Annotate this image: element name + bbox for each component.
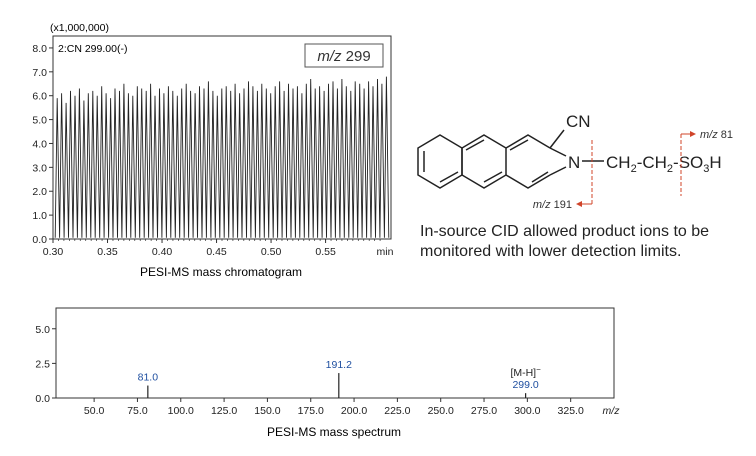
chromatogram-channel-label: 2:CN 299.00(-) (58, 43, 127, 55)
chromatogram-x-tick-label: 0.55 (315, 246, 336, 258)
chromatogram-y-tick-label: 0.0 (32, 234, 47, 246)
spectrum-peak-label: 299.0 (512, 379, 538, 391)
chromatogram-title: PESI-MS mass chromatogram (140, 265, 302, 279)
chromatogram-y-axis: 0.0 1.0 2.0 3.0 4.0 5.0 6.0 7.0 8.0 (32, 43, 53, 246)
spectrum-x-tick-label: 100.0 (168, 405, 194, 417)
chromatogram-y-tick-label: 3.0 (32, 162, 47, 174)
spectrum-title: PESI-MS mass spectrum (267, 425, 401, 439)
spectrum-x-unit: m/z (603, 405, 621, 417)
chromatogram-y-tick-label: 8.0 (32, 43, 47, 55)
benzene-ring-middle (461, 134, 507, 189)
mz-299-box (304, 43, 384, 68)
chromatogram-x-tick-label: 0.30 (43, 246, 64, 258)
chromatogram-trace (54, 76, 390, 238)
arrowhead-81 (690, 131, 696, 137)
ring-left-double-bond-2 (439, 171, 459, 183)
spectrum-x-tick-label: 75.0 (127, 405, 148, 417)
spectrum-x-tick-label: 275.0 (471, 405, 497, 417)
chromatogram-x-tick-label: 0.50 (261, 246, 282, 258)
bond-to-n-top (549, 147, 567, 157)
spectrum-peak-label: 191.2 (326, 359, 352, 371)
chromatogram-y-tick-label: 6.0 (32, 91, 47, 103)
structure-labels: CN N CH2-CH2-SO3H m/z 191 m/z 81 (533, 112, 733, 211)
chromatogram-x-tick-label: 0.45 (206, 246, 227, 258)
chromatogram-y-tick-label: 1.0 (32, 210, 47, 222)
spectrum-y-tick-label: 2.5 (35, 358, 50, 370)
chromatogram-x-unit: min (377, 246, 394, 258)
spectrum-x-tick-label: 125.0 (211, 405, 237, 417)
ring-middle-double-bond (465, 139, 485, 151)
chromatogram-scale-label: (x1,000,000) (50, 22, 109, 34)
spectrum-y-tick-label: 5.0 (35, 324, 50, 336)
chromatogram-y-tick-label: 5.0 (32, 115, 47, 127)
ring-right-top (505, 134, 551, 149)
cid-note: In-source CID allowed product ions to be… (420, 223, 710, 260)
chromatogram-x-axis: 0.30 0.35 0.40 0.45 0.50 0.55 min (43, 239, 394, 258)
spectrum-peak-label: 81.0 (138, 372, 159, 384)
spectrum-x-tick-label: 325.0 (558, 405, 584, 417)
chromatogram-y-tick-label: 7.0 (32, 67, 47, 79)
spectrum-y-tick-label: 0.0 (35, 393, 50, 405)
spectrum-x-tick-label: 250.0 (428, 405, 454, 417)
ring-middle-double-bond-2 (483, 171, 503, 183)
spectrum-peak-annotation: [M-H]− (510, 365, 541, 379)
n-label: N (568, 153, 580, 172)
chromatogram-x-tick-label: 0.40 (152, 246, 173, 258)
spectrum-x-tick-label: 225.0 (384, 405, 410, 417)
chemical-structure (417, 129, 567, 189)
ring-right-double-bond-2 (531, 171, 549, 183)
chromatogram-y-tick-label: 2.0 (32, 186, 47, 198)
ring-right-double-bond (509, 139, 529, 151)
spectrum-frame (55, 307, 615, 399)
cn-label: CN (566, 112, 591, 131)
fragment-191-label: m/z 191 (533, 199, 572, 211)
mass-spectrum: 0.0 2.5 5.0 50.0 75.0 100.0 125.0 150.0 175.0 20… (35, 307, 620, 439)
spectrum-peaks: 81.0 191.2 299.0[M-H]− (138, 359, 541, 398)
spectrum-y-axis: 0.0 2.5 5.0 (35, 324, 56, 405)
arrowhead-191 (576, 201, 582, 207)
chromatogram-x-tick-label: 0.35 (97, 246, 118, 258)
chromatogram: (x1,000,000) 2:CN 299.00(-) m/z 299 0.0 1… (32, 22, 393, 279)
side-chain-formula: CH2-CH2-SO3H (606, 153, 722, 175)
bond-to-cn (549, 129, 565, 149)
spectrum-x-tick-label: 175.0 (298, 405, 324, 417)
spectrum-x-tick-label: 300.0 (514, 405, 540, 417)
spectrum-x-axis: 50.0 75.0 100.0 125.0 150.0 175.0 200.0 225.0 25… (84, 398, 620, 417)
spectrum-x-tick-label: 50.0 (84, 405, 105, 417)
chromatogram-y-tick-label: 4.0 (32, 138, 47, 150)
mz-299-label: m/z 299 (317, 48, 370, 65)
ring-right-bottom (505, 174, 551, 189)
fragment-81-label: m/z 81 (700, 129, 733, 141)
spectrum-x-tick-label: 150.0 (254, 405, 280, 417)
spectrum-x-tick-label: 200.0 (341, 405, 367, 417)
bond-to-n-bottom (549, 166, 567, 176)
